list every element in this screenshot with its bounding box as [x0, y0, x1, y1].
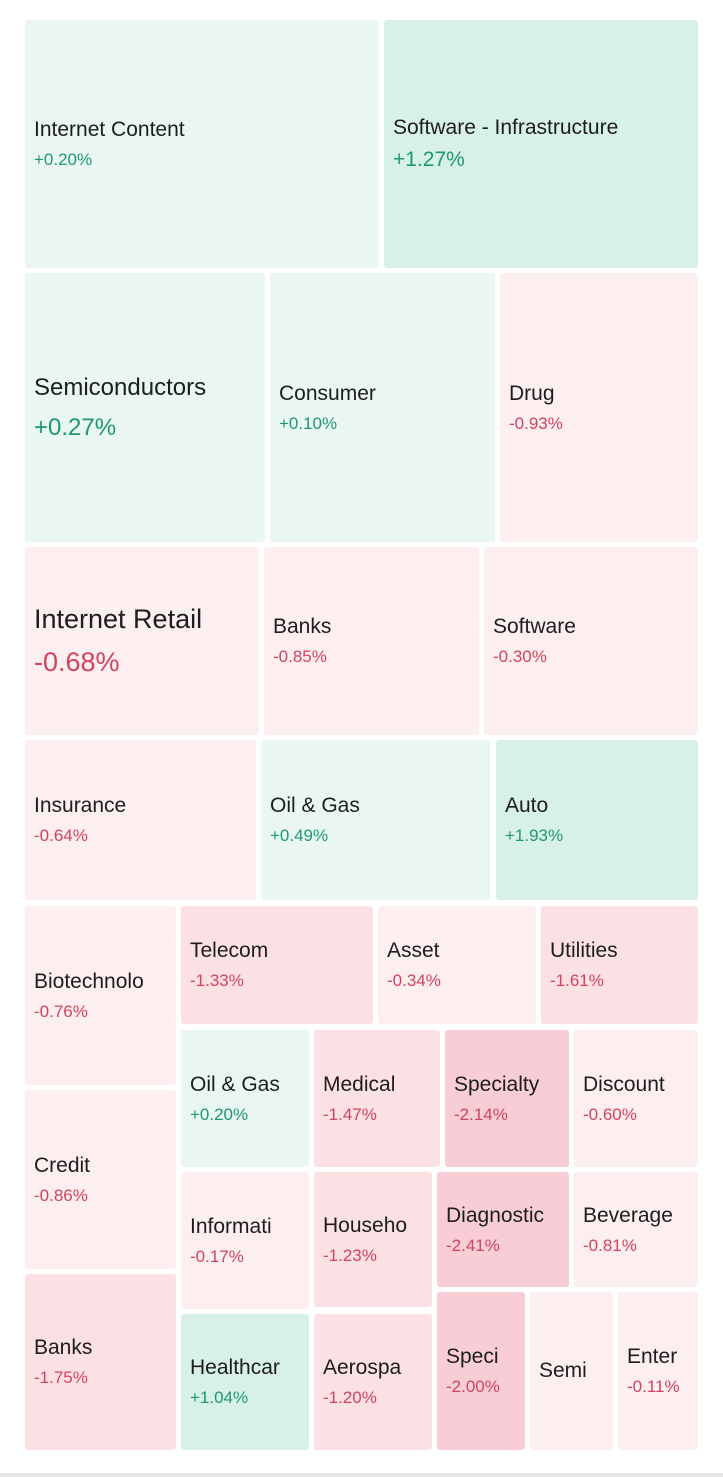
tile-name: Semiconductors — [34, 373, 207, 401]
heatmap-tile-consumer[interactable]: Consumer +0.10% — [270, 273, 495, 542]
tile-change: +0.49% — [270, 826, 329, 846]
tile-change: +0.20% — [190, 1104, 249, 1124]
tile-change: -0.93% — [509, 413, 563, 433]
heatmap-tile-biotechnology[interactable]: Biotechnolo -0.76% — [25, 906, 176, 1085]
tile-change: -1.20% — [323, 1388, 377, 1408]
tile-name: Healthcar — [190, 1356, 280, 1380]
bottom-divider — [0, 1473, 723, 1477]
tile-change: -0.86% — [34, 1185, 88, 1205]
tile-name: Auto — [505, 794, 549, 818]
heatmap-tile-healthcare[interactable]: Healthcar +1.04% — [181, 1314, 309, 1450]
tile-change: -1.61% — [550, 971, 604, 991]
tile-name: Specialty — [454, 1072, 540, 1096]
tile-change: -2.14% — [454, 1104, 508, 1124]
tile-change: +0.27% — [34, 413, 117, 441]
heatmap-tile-discount[interactable]: Discount -0.60% — [574, 1030, 698, 1167]
heatmap-tile-credit[interactable]: Credit -0.86% — [25, 1090, 176, 1269]
tile-name: Asset — [387, 939, 440, 963]
tile-name: Informati — [190, 1214, 272, 1238]
tile-change: +1.04% — [190, 1388, 249, 1408]
tile-name: Biotechnolo — [34, 969, 144, 993]
tile-change: -0.68% — [34, 647, 120, 677]
tile-change: -1.33% — [190, 971, 244, 991]
heatmap-tile-banks-2[interactable]: Banks -1.75% — [25, 1274, 176, 1450]
heatmap-tile-household[interactable]: Househo -1.23% — [314, 1172, 432, 1307]
tile-name: Discount — [583, 1072, 665, 1096]
tile-change: -0.81% — [583, 1235, 637, 1255]
tile-change: -1.23% — [323, 1245, 377, 1265]
tile-name: Software — [493, 615, 576, 639]
tile-change: +1.27% — [393, 148, 465, 171]
heatmap-tile-semi[interactable]: Semi — [530, 1292, 613, 1450]
heatmap-tile-internet-content[interactable]: Internet Content +0.20% — [25, 20, 379, 268]
tile-change: -0.34% — [387, 971, 441, 991]
tile-name: Medical — [323, 1072, 396, 1096]
tile-change: -1.75% — [34, 1368, 88, 1388]
tile-name: Banks — [273, 615, 332, 639]
tile-name: Utilities — [550, 939, 618, 963]
tile-name: Oil & Gas — [190, 1072, 280, 1096]
tile-name: Consumer — [279, 381, 376, 405]
heatmap-tile-software[interactable]: Software -0.30% — [484, 547, 698, 735]
heatmap-tile-internet-retail[interactable]: Internet Retail -0.68% — [25, 547, 259, 735]
heatmap-tile-telecom[interactable]: Telecom -1.33% — [181, 906, 373, 1024]
tile-name: Drug — [509, 381, 555, 405]
heatmap-tile-entertainment[interactable]: Enter -0.11% — [618, 1292, 698, 1450]
heatmap-tile-aerospace[interactable]: Aerospa -1.20% — [314, 1314, 432, 1450]
tile-name: Credit — [34, 1153, 91, 1177]
tile-change: +0.20% — [34, 150, 93, 170]
tile-name: Househo — [323, 1213, 408, 1237]
tile-change: -1.47% — [323, 1104, 377, 1124]
tile-change: -0.60% — [583, 1104, 637, 1124]
tile-change: -0.85% — [273, 647, 327, 667]
heatmap-tile-information[interactable]: Informati -0.17% — [181, 1172, 309, 1309]
tile-name: Enter — [627, 1345, 678, 1369]
heatmap-tile-drug[interactable]: Drug -0.93% — [500, 273, 698, 542]
tile-change: -2.00% — [446, 1377, 500, 1397]
tile-name: Speci — [446, 1345, 499, 1369]
tile-change: -0.11% — [627, 1377, 680, 1397]
tile-name: Telecom — [190, 939, 269, 963]
tile-change: +1.93% — [505, 826, 564, 846]
heatmap-tile-specialty[interactable]: Specialty -2.14% — [445, 1030, 569, 1167]
heatmap-tile-utilities[interactable]: Utilities -1.61% — [541, 906, 698, 1024]
heatmap-tile-banks[interactable]: Banks -0.85% — [264, 547, 479, 735]
tile-change: -0.76% — [34, 1001, 88, 1021]
tile-change: -0.30% — [493, 647, 547, 667]
heatmap-tile-software-infrastructure[interactable]: Software - Infrastructure +1.27% — [384, 20, 698, 268]
tile-change: -0.64% — [34, 826, 88, 846]
tile-name: Diagnostic — [446, 1203, 545, 1227]
tile-change: -0.17% — [190, 1246, 244, 1266]
tile-name: Internet Content — [34, 118, 185, 142]
tile-name: Beverage — [583, 1203, 673, 1227]
tile-change: -2.41% — [446, 1235, 500, 1255]
heatmap-tile-semiconductors[interactable]: Semiconductors +0.27% — [25, 273, 265, 542]
heatmap-tile-speci[interactable]: Speci -2.00% — [437, 1292, 525, 1450]
tile-name: Oil & Gas — [270, 794, 360, 818]
heatmap-tile-oil-gas[interactable]: Oil & Gas +0.49% — [261, 740, 490, 900]
tile-change: +0.10% — [279, 413, 338, 433]
tile-name: Insurance — [34, 794, 127, 818]
tile-name: Software - Infrastructure — [393, 115, 619, 139]
heatmap-tile-asset[interactable]: Asset -0.34% — [378, 906, 536, 1024]
heatmap-tile-insurance[interactable]: Insurance -0.64% — [25, 740, 256, 900]
heatmap-tile-medical[interactable]: Medical -1.47% — [314, 1030, 440, 1167]
heatmap-tile-diagnostic[interactable]: Diagnostic -2.41% — [437, 1172, 569, 1287]
heatmap-tile-auto[interactable]: Auto +1.93% — [496, 740, 698, 900]
heatmap-tile-beverage[interactable]: Beverage -0.81% — [574, 1172, 698, 1287]
tile-name: Aerospa — [323, 1356, 402, 1380]
tile-name: Banks — [34, 1336, 93, 1360]
heatmap-tile-oil-gas-2[interactable]: Oil & Gas +0.20% — [181, 1030, 309, 1167]
tile-name: Semi — [539, 1358, 587, 1382]
tile-name: Internet Retail — [34, 603, 203, 634]
